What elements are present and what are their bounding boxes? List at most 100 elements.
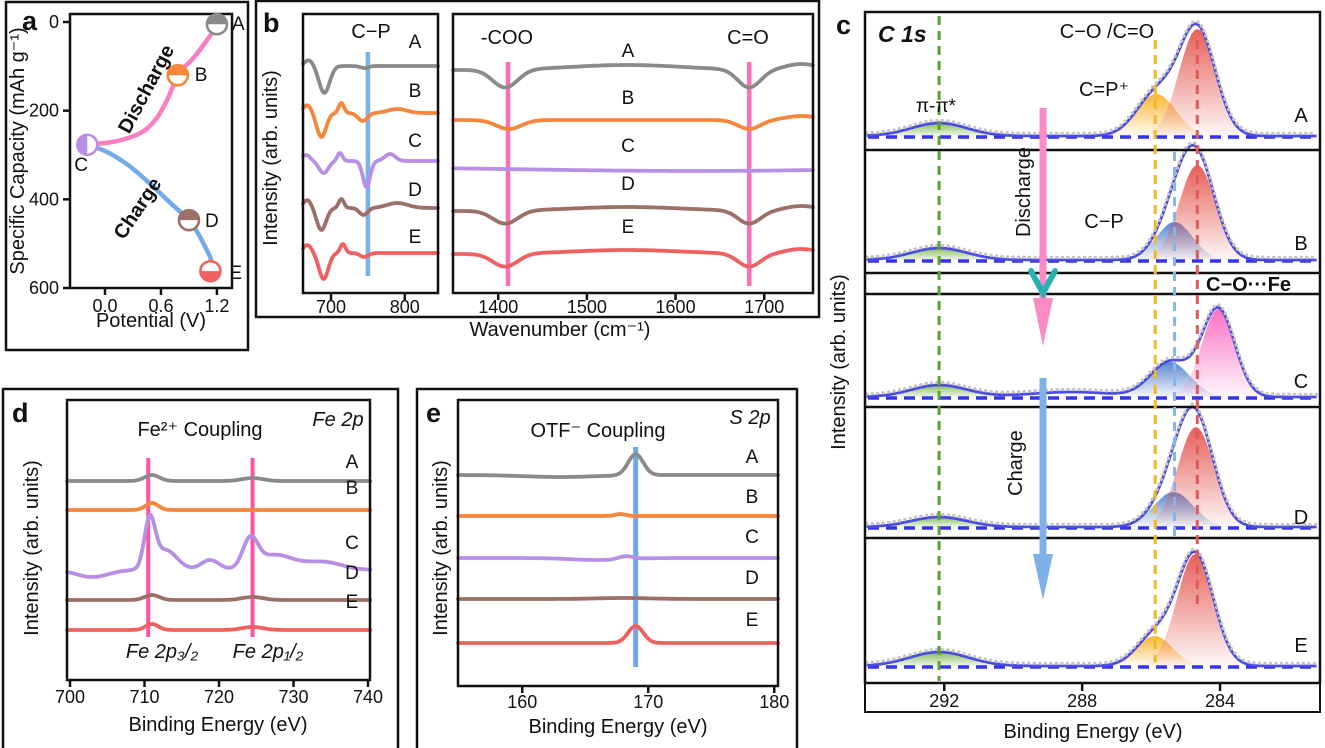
panel-b-frame [254,0,821,319]
marker-D [177,208,201,232]
panel-c-ylabel: Intensity (arb. units) [828,274,850,450]
curve-label-A: A [409,32,422,53]
e-tick-label: 180 [759,692,789,712]
discharge-curve [85,21,220,148]
section-label-E: E [1294,635,1307,657]
spectrum-curve-B [301,101,440,139]
co-ceo-peak-label: C−O /C=O [1060,21,1154,43]
spectrum-curve-C [301,151,440,189]
a-ytick-label: 400 [29,189,59,209]
panel-d-ylabel: Intensity (arb. units) [21,460,43,636]
fit-envelope-E [866,550,1317,668]
c-xtick-label: 288 [1067,691,1097,711]
panel-b-letter: b [263,8,280,38]
marker-C [75,133,99,157]
fitted-peak-pink-C [1125,309,1312,397]
curve-label-A: A [346,452,359,473]
fitted-peak-green-B [866,248,1098,260]
spectrum-curve-A [451,62,815,90]
panel-d-letter: d [12,398,29,428]
marker-label-A: A [232,14,245,35]
b-left-tick-label: 700 [316,297,346,317]
marker-label-D: D [205,211,219,232]
fitted-peak-red-E [1092,554,1298,666]
fit-envelope-C [866,305,1317,399]
b-right-tick-label: 1400 [478,297,518,317]
spectrum-curve-E [65,622,373,632]
marker-label-E: E [229,263,242,284]
fitted-peak-green-E [866,652,1107,666]
d-tick-label: 720 [204,687,234,707]
panel-c-title: C 1s [878,21,927,47]
raw-data-dots-D [865,402,1319,527]
spectrum-curve-B [65,501,373,512]
panel-a-xlabel: Potential (V) [96,310,206,332]
pi-pi-peak-label: π-π* [916,96,957,117]
section-label-D: D [1294,507,1308,529]
panel-e-xlabel: Binding Energy (eV) [529,716,708,738]
discharge-arrow-head [1033,298,1053,346]
charge-arrow-label: Charge [1005,430,1027,496]
spectrum-curve-D [301,197,440,232]
panel-e-ylabel: Intensity (arb. units) [430,460,452,636]
section-label-A: A [1294,105,1308,127]
spectrum-curve-B [456,512,780,518]
curve-label-E: E [622,217,635,238]
curve-label-C: C [408,131,422,152]
panel-c-tick-box [864,682,1321,713]
cp-band-label: C−P [351,21,390,43]
panel-e-frame [415,387,799,748]
c-xtick-label: 284 [1205,691,1235,711]
fitted-peak-blue-C [1058,362,1282,397]
a-ytick-label: 0 [49,12,59,32]
curve-label-B: B [746,487,759,508]
cp-peak-label: C−P [1084,211,1123,233]
spectrum-curve-E [451,247,815,269]
a-xtick-label: 0.6 [148,296,173,316]
marker-label-B: B [195,65,208,86]
fitted-peak-yellow-E [1052,636,1257,666]
curve-label-E: E [409,227,422,248]
curve-label-A: A [746,447,759,468]
panel-a-letter: a [22,6,38,36]
curve-label-E: E [746,610,759,631]
cp-plus-peak-label: C=P⁺ [1079,79,1129,101]
spectrum-curve-D [65,593,373,602]
charge-label: Charge [110,174,167,243]
panel-b-ylabel: Intensity (arb. units) [260,70,282,246]
charge-arrow-head [1033,554,1053,600]
panel-a-frame [4,0,250,352]
panel-d-xlabel: Binding Energy (eV) [129,714,308,736]
co-fe-peak-label: C−O···Fe [1206,274,1291,296]
curve-label-D: D [345,563,359,584]
d-tick-label: 730 [278,687,308,707]
spectrum-curve-A [65,473,373,483]
fe2p-corner-label: Fe 2p [312,409,363,431]
curve-label-A: A [622,41,635,62]
fit-envelope-D [866,405,1317,529]
section-label-C: C [1294,371,1308,393]
raw-data-dots-B [865,140,1319,260]
b-right-tick-label: 1700 [744,297,784,317]
spectrum-curve-D [456,596,780,601]
panel-c: c A B C D E 292 288 284 C 1s C−O /C=O C=P⁺ π-π… [828,10,1322,743]
fitted-peak-green-A [866,123,1098,136]
curve-label-C: C [345,533,359,554]
spectrum-curve-D [451,204,815,226]
marker-B [166,63,190,87]
curve-label-B: B [346,478,359,499]
curve-label-D: D [745,568,759,589]
panel-c-letter: c [836,10,851,40]
panel-b-right-box [451,12,815,295]
panel-b-left-box [301,12,440,295]
panel-a-plot-box [68,12,234,290]
d-tick-label: 740 [353,687,383,707]
s2p-corner-label: S 2p [729,407,770,429]
panel-c-gap-strip [866,273,1319,294]
fe2p12-line-label: Fe 2p₁/₂ [233,641,304,663]
discharge-arrow-label: Discharge [1013,147,1035,237]
curve-label-C: C [621,136,635,157]
spectrum-curve-C [65,513,373,579]
